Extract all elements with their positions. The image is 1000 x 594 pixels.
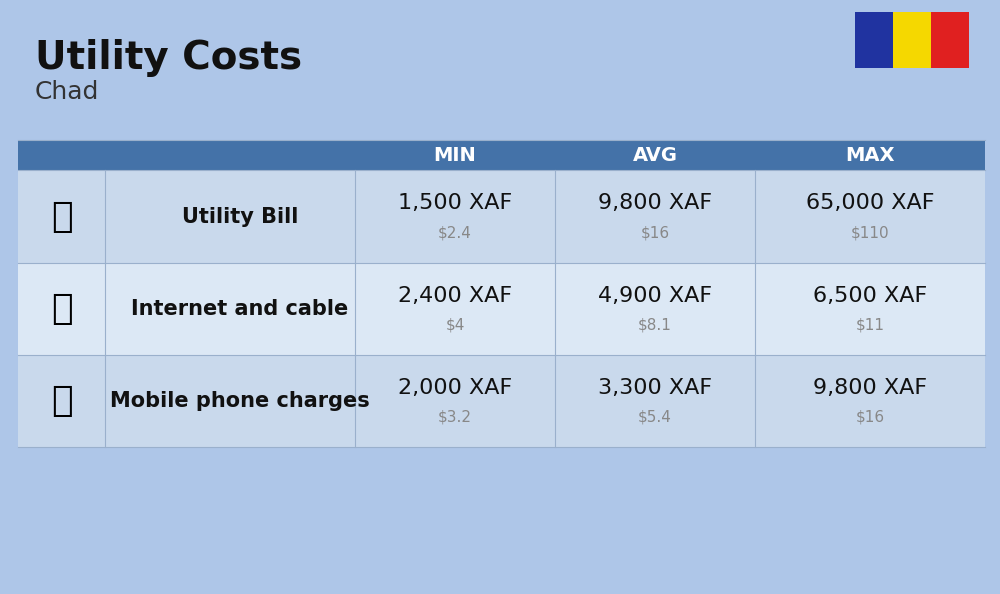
- FancyBboxPatch shape: [18, 355, 985, 447]
- Text: 🔌: 🔌: [51, 200, 72, 233]
- Text: Chad: Chad: [35, 80, 99, 104]
- Text: 9,800 XAF: 9,800 XAF: [813, 378, 927, 397]
- Text: 4,900 XAF: 4,900 XAF: [598, 286, 712, 305]
- Text: 📶: 📶: [51, 292, 72, 326]
- FancyBboxPatch shape: [18, 263, 985, 355]
- FancyBboxPatch shape: [893, 12, 931, 68]
- Text: $2.4: $2.4: [438, 226, 472, 241]
- Text: $3.2: $3.2: [438, 410, 472, 425]
- Text: 3,300 XAF: 3,300 XAF: [598, 378, 712, 397]
- Text: MAX: MAX: [845, 146, 895, 165]
- FancyBboxPatch shape: [755, 140, 985, 170]
- Text: $8.1: $8.1: [638, 318, 672, 333]
- Text: 2,400 XAF: 2,400 XAF: [398, 286, 512, 305]
- Text: $16: $16: [640, 226, 670, 241]
- Text: $11: $11: [855, 318, 884, 333]
- Text: AVG: AVG: [633, 146, 678, 165]
- FancyBboxPatch shape: [105, 140, 355, 170]
- Text: 9,800 XAF: 9,800 XAF: [598, 194, 712, 213]
- Text: 1,500 XAF: 1,500 XAF: [398, 194, 512, 213]
- Text: $4: $4: [445, 318, 465, 333]
- Text: $5.4: $5.4: [638, 410, 672, 425]
- Text: Utility Costs: Utility Costs: [35, 39, 302, 77]
- FancyBboxPatch shape: [355, 140, 555, 170]
- FancyBboxPatch shape: [855, 12, 893, 68]
- Text: 65,000 XAF: 65,000 XAF: [806, 194, 934, 213]
- FancyBboxPatch shape: [931, 12, 969, 68]
- Text: $110: $110: [851, 226, 889, 241]
- Text: $16: $16: [855, 410, 885, 425]
- FancyBboxPatch shape: [18, 140, 105, 170]
- Text: 📱: 📱: [51, 384, 72, 418]
- Text: MIN: MIN: [434, 146, 476, 165]
- FancyBboxPatch shape: [18, 170, 985, 263]
- Text: 2,000 XAF: 2,000 XAF: [398, 378, 512, 397]
- Text: 6,500 XAF: 6,500 XAF: [813, 286, 927, 305]
- FancyBboxPatch shape: [555, 140, 755, 170]
- Text: Utility Bill: Utility Bill: [182, 207, 298, 226]
- Text: Internet and cable: Internet and cable: [131, 299, 349, 318]
- Text: Mobile phone charges: Mobile phone charges: [110, 391, 370, 410]
